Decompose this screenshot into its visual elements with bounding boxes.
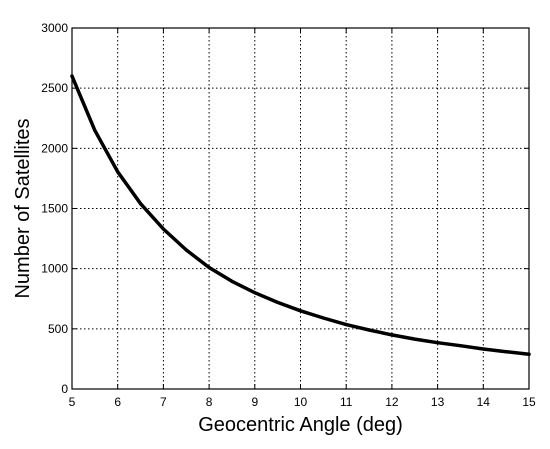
x-tick-label: 5 xyxy=(69,395,76,409)
y-tick-label: 2500 xyxy=(41,81,68,95)
x-tick-label: 11 xyxy=(340,395,353,409)
data-point xyxy=(298,309,303,313)
data-point xyxy=(161,227,165,231)
grid xyxy=(72,28,529,389)
y-tick-label: 2000 xyxy=(41,141,68,155)
x-tick-label: 9 xyxy=(251,395,258,409)
x-tick-label: 7 xyxy=(160,395,167,409)
y-tick-label: 3000 xyxy=(41,21,68,35)
y-tick-label: 500 xyxy=(48,322,68,336)
plot-frame xyxy=(71,27,530,390)
data-point xyxy=(413,337,417,341)
data-point xyxy=(390,333,394,337)
x-tick-label: 8 xyxy=(206,395,213,409)
data-point xyxy=(367,328,371,332)
y-tick-labels: 0 500 1000 1500 2000 2500 3000 xyxy=(41,21,68,396)
data-point xyxy=(139,202,143,206)
x-tick-label: 15 xyxy=(522,395,536,409)
data-point xyxy=(458,344,462,348)
data-point xyxy=(481,347,485,351)
data-point xyxy=(184,248,188,252)
y-tick-label: 1000 xyxy=(41,262,68,276)
data-point xyxy=(436,341,440,345)
data-point xyxy=(321,316,325,320)
x-tick-label: 14 xyxy=(477,395,491,409)
data-point xyxy=(93,128,97,132)
x-tick-label: 6 xyxy=(114,395,121,409)
data-point xyxy=(344,323,348,327)
x-axis-title: Geocentric Angle (deg) xyxy=(198,414,403,436)
data-point xyxy=(207,265,211,270)
data-point xyxy=(230,279,234,283)
data-point xyxy=(276,300,280,304)
x-tick-labels: 5 6 7 8 9 10 11 12 13 14 15 xyxy=(69,395,536,409)
x-tick-label: 10 xyxy=(294,395,308,409)
data-point xyxy=(253,291,257,295)
y-axis-title: Number of Satellites xyxy=(12,118,34,298)
y-tick-label: 1500 xyxy=(41,202,68,216)
series-layer xyxy=(70,74,531,357)
y-tick-label: 0 xyxy=(61,382,68,396)
data-point xyxy=(116,170,120,174)
data-point xyxy=(504,350,508,354)
x-tick-label: 12 xyxy=(385,395,399,409)
series-line xyxy=(70,74,531,357)
x-tick-label: 13 xyxy=(431,395,445,409)
